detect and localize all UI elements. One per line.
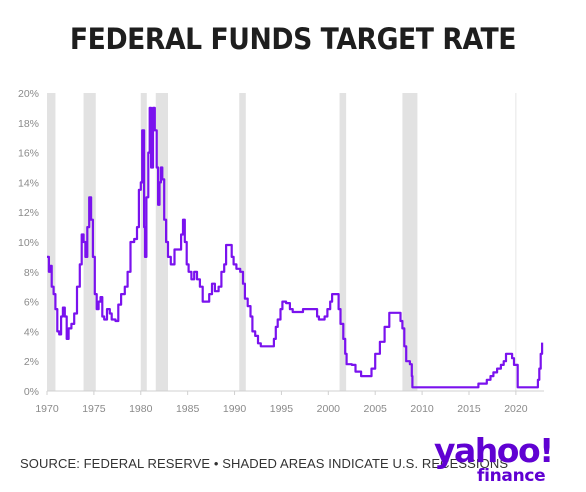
x-tick-label: 1975 (82, 403, 106, 415)
recession-band-4 (239, 93, 246, 391)
y-tick-label: 18% (18, 118, 39, 130)
source-note: SOURCE: FEDERAL RESERVE • SHADED AREAS I… (20, 456, 509, 471)
y-tick-label: 4% (24, 326, 39, 338)
y-tick-label: 14% (18, 177, 39, 189)
chart-title: FEDERAL FUNDS TARGET RATE (69, 22, 517, 56)
x-tick-label: 2010 (410, 403, 434, 415)
x-tick-label: 2015 (457, 403, 481, 415)
x-tick-label: 1995 (270, 403, 294, 415)
x-tick-label: 2000 (317, 403, 341, 415)
yahoo-finance-logo: yahoo! finance (434, 433, 574, 491)
recession-bands (47, 93, 418, 391)
x-tick-label: 1990 (223, 403, 247, 415)
y-tick-label: 12% (18, 207, 39, 219)
y-tick-labels: 0% 2% 4% 6% 8% 10% 12% 14% 16% 18% 20% (18, 88, 39, 398)
y-tick-label: 16% (18, 148, 39, 160)
recession-band-1 (83, 93, 96, 391)
logo-subtitle: finance (477, 466, 546, 486)
y-tick-label: 6% (24, 297, 39, 309)
series-line-0 (47, 106, 544, 389)
y-tick-label: 20% (18, 88, 39, 100)
series-lines (47, 106, 544, 389)
y-tick-label: 8% (24, 267, 39, 279)
x-tick-label: 1970 (35, 403, 59, 415)
y-tick-label: 0% (24, 386, 39, 398)
recession-band-2 (140, 93, 147, 391)
y-tick-label: 10% (18, 237, 39, 249)
x-tick-label: 2020 (504, 403, 528, 415)
x-tick-label: 1985 (176, 403, 200, 415)
recession-band-5 (339, 93, 347, 391)
recession-band-0 (47, 93, 56, 391)
logo-wordmark: yahoo! (434, 431, 554, 470)
y-tick-label: 2% (24, 356, 39, 368)
x-tick-label: 1980 (129, 403, 153, 415)
x-tick-label: 2005 (364, 403, 388, 415)
recession-band-6 (402, 93, 418, 391)
x-tick-labels: 1970 1975 1980 1985 1990 1995 2000 2005 2010 2015… (35, 391, 528, 415)
